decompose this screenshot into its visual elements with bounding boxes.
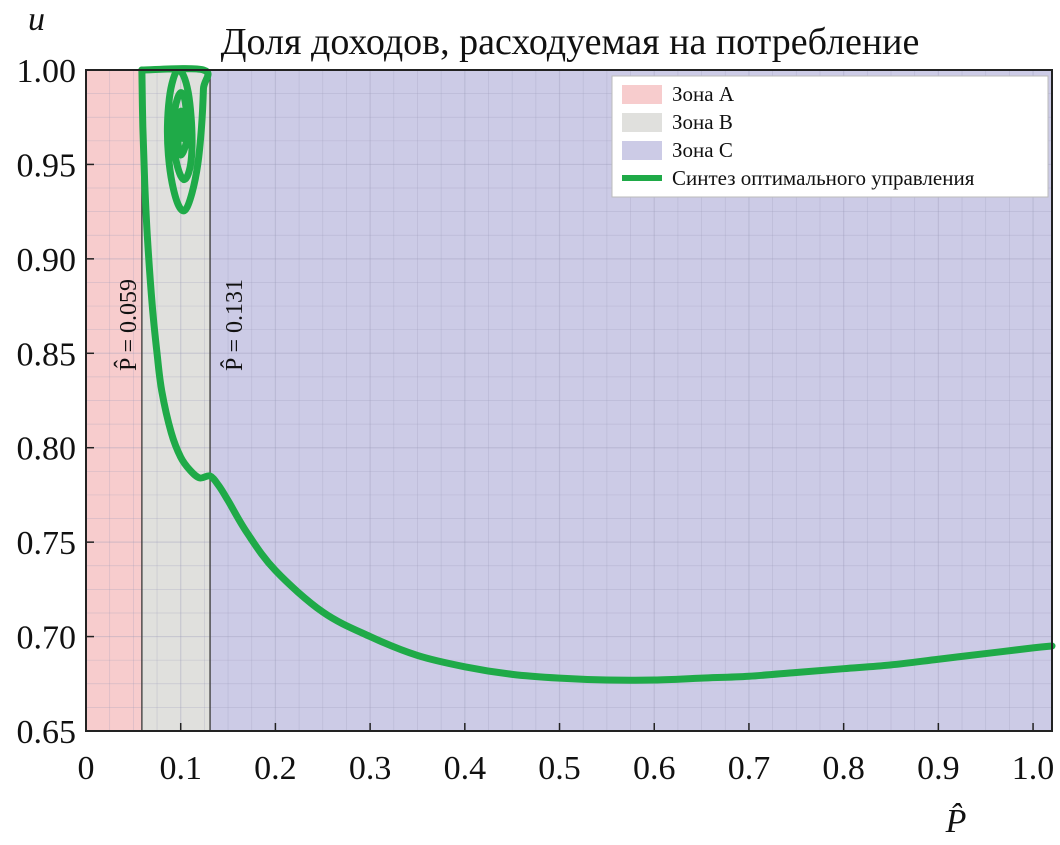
legend-box — [611, 75, 1049, 198]
legend-swatch — [622, 141, 662, 160]
legend-label: Зона B — [672, 110, 733, 134]
chart-title: Доля доходов, расходуемая на потребление — [221, 21, 920, 63]
x-axis-label: P̂ — [945, 802, 967, 840]
y-tick-label: 0.85 — [17, 336, 77, 373]
y-tick-labels: 0.65 0.70 0.75 0.80 0.85 0.90 0.95 1.00 — [17, 53, 94, 751]
boundary-label-1: P̂ = 0.059 — [114, 279, 142, 371]
legend-label: Зона A — [672, 82, 735, 106]
x-tick-label: 0.5 — [538, 750, 581, 787]
y-tick-label: 0.95 — [17, 147, 77, 184]
y-axis-label: u — [28, 1, 45, 38]
zone-area-1 — [86, 70, 142, 731]
x-tick-label: 0.7 — [728, 750, 771, 787]
x-tick-label: 0.4 — [444, 750, 487, 787]
y-tick-label: 0.80 — [17, 431, 77, 468]
series-lines — [138, 65, 1056, 684]
x-tick-label: 0.1 — [159, 750, 202, 787]
x-tick-labels: 0 0.1 0.2 0.3 0.4 0.5 0.6 0.7 0.8 0.9 1.0 — [78, 723, 1055, 787]
x-tick-label: 0.3 — [349, 750, 392, 787]
legend-label: Зона C — [672, 138, 733, 162]
legend-swatch — [622, 113, 662, 132]
x-tick-label: 0.2 — [254, 750, 297, 787]
x-tick-label: 0.8 — [822, 750, 865, 787]
boundary-label-2: P̂ = 0.131 — [220, 279, 248, 371]
y-tick-label: 0.75 — [17, 525, 77, 562]
x-tick-label: 1.0 — [1012, 750, 1055, 787]
x-tick-label: 0.9 — [917, 750, 960, 787]
legend-swatch — [622, 85, 662, 104]
x-tick-label: 0.6 — [633, 750, 676, 787]
y-tick-label: 0.70 — [17, 620, 77, 657]
y-tick-label: 1.00 — [17, 53, 77, 90]
x-tick-label: 0 — [78, 750, 95, 787]
zone-area-2 — [141, 70, 211, 731]
y-tick-label: 0.65 — [17, 714, 77, 751]
plot-frame — [85, 69, 1053, 732]
legend: Зона A Зона B Зона C Синтез оптимального уп… — [611, 75, 1049, 198]
series-line-spiral — [138, 65, 212, 215]
y-tick-label: 0.90 — [17, 242, 77, 279]
series-line-main — [138, 66, 1056, 684]
legend-label: Синтез оптимального управления — [672, 166, 975, 190]
